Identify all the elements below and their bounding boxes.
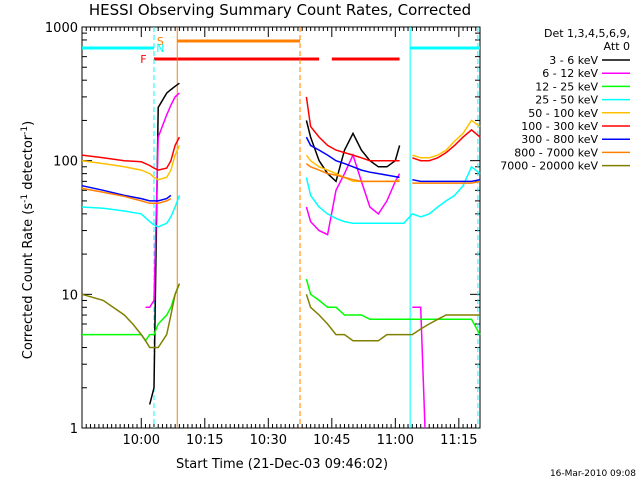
y-label-part1: Corrected Count Rate (s xyxy=(21,203,36,360)
series-line-6 xyxy=(81,136,481,202)
y-tick-label: 1 xyxy=(70,422,78,437)
y-label-sup1: -1 xyxy=(20,194,30,203)
series-line-0 xyxy=(148,82,401,405)
state-label-S: S xyxy=(157,35,164,48)
x-tick-label: 10:15 xyxy=(186,433,223,448)
series-line-2 xyxy=(82,278,481,343)
y-axis-label: Corrected Count Rate (s-1 detector-1) xyxy=(20,121,36,359)
y-label-part2: detector xyxy=(21,134,36,194)
y-tick-label: 100 xyxy=(53,155,78,170)
x-tick-label: 11:15 xyxy=(440,433,477,448)
y-label-sup2: -1 xyxy=(20,126,30,135)
legend-header-2: Att 0 xyxy=(604,40,630,53)
x-tick-label: 10:45 xyxy=(313,433,350,448)
legend-entry: 50 - 100 keV xyxy=(528,107,598,120)
legend-entry: 7000 - 20000 keV xyxy=(500,160,598,173)
legend-entry: 300 - 800 keV xyxy=(521,133,598,146)
series-lines xyxy=(81,82,481,429)
legend-entry: 3 - 6 keV xyxy=(549,54,598,67)
chart-title: HESSI Observing Summary Count Rates, Cor… xyxy=(89,1,471,19)
series-line-7 xyxy=(81,163,481,205)
footer-date: 16-Mar-2010 09:08 xyxy=(550,469,636,479)
x-tick-label: 10:00 xyxy=(123,433,160,448)
state-label-F: F xyxy=(140,53,146,66)
x-tick-label: 10:30 xyxy=(250,433,287,448)
legend-header-1: Det 1,3,4,5,6,9, xyxy=(544,27,630,40)
y-tick-label: 10 xyxy=(61,288,78,303)
x-tick-label: 11:00 xyxy=(377,433,414,448)
legend-entry: 800 - 7000 keV xyxy=(514,146,598,159)
legend-entry: 6 - 12 keV xyxy=(542,67,598,80)
legend-entry: 25 - 50 keV xyxy=(535,94,598,107)
legend-entry: 100 - 300 keV xyxy=(521,120,598,133)
y-label-part3: ) xyxy=(21,121,36,126)
series-line-8 xyxy=(81,283,480,349)
state-label-N: N xyxy=(156,42,164,55)
state-bars: SNF xyxy=(82,35,480,66)
x-axis-label: Start Time (21-Dec-03 09:46:02) xyxy=(176,457,388,472)
y-tick-label: 1000 xyxy=(45,21,78,36)
series-line-3 xyxy=(81,165,481,228)
legend-entry: 12 - 25 keV xyxy=(535,80,598,93)
series-line-5 xyxy=(81,96,481,171)
vertical-lines xyxy=(153,27,479,428)
